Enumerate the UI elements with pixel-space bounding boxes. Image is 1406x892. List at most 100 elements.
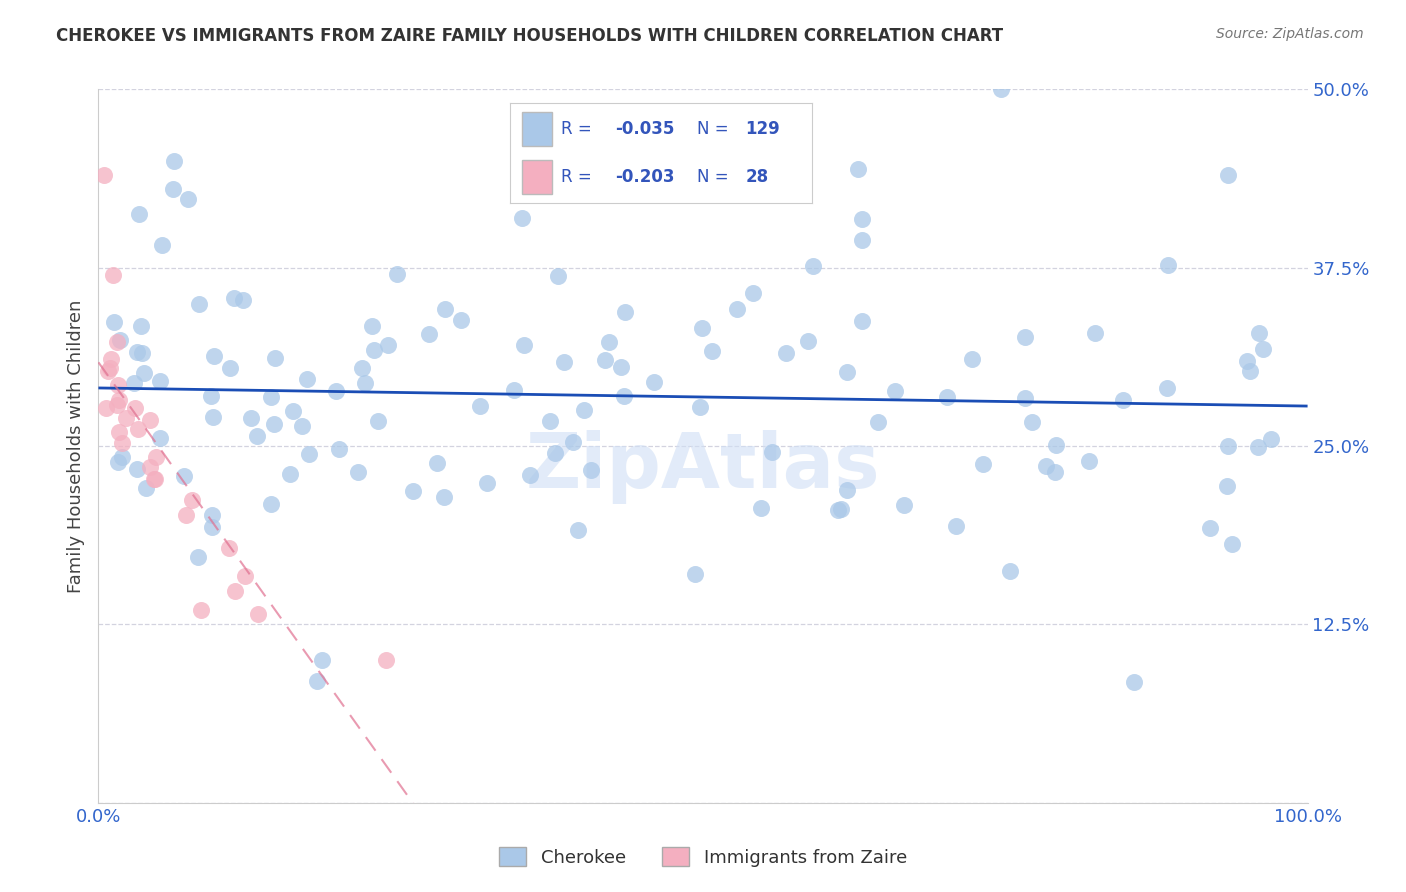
Point [1043,465,1066,479]
Point [263,351,285,365]
Point [224,291,246,305]
Point [305,674,328,689]
Point [797,334,820,348]
Point [503,383,526,397]
Point [936,390,959,404]
Point [202,349,225,363]
Point [581,463,603,477]
Point [105,398,128,412]
Point [1247,440,1270,454]
Point [374,653,396,667]
Text: ZipAtlas: ZipAtlas [526,431,880,504]
Point [180,493,202,508]
Point [246,607,269,621]
Point [1220,536,1243,550]
Point [1035,459,1057,474]
Point [614,305,637,319]
Point [139,413,162,427]
Point [139,459,162,474]
Point [187,549,209,564]
Point [201,519,224,533]
Point [1014,391,1036,405]
Point [260,497,283,511]
Point [200,389,222,403]
Point [434,301,457,316]
Point [129,318,152,333]
Point [593,352,616,367]
Point [107,425,129,439]
Point [325,384,347,398]
Point [972,457,994,471]
Point [433,490,456,504]
Text: CHEROKEE VS IMMIGRANTS FROM ZAIRE FAMILY HOUSEHOLDS WITH CHILDREN CORRELATION CH: CHEROKEE VS IMMIGRANTS FROM ZAIRE FAMILY… [56,27,1004,45]
Point [240,411,263,425]
Point [111,436,134,450]
Point [328,442,350,457]
Point [150,238,173,252]
Point [98,361,121,376]
Point [232,293,254,307]
Point [700,343,723,358]
Point [835,483,858,497]
Point [775,346,797,360]
Point [224,584,246,599]
Point [547,269,569,284]
Point [725,301,748,316]
Point [742,285,765,300]
Point [218,541,240,555]
Point [519,468,541,483]
Point [1218,439,1240,453]
Point [945,519,967,533]
Point [1156,381,1178,395]
Point [110,450,132,465]
Point [94,401,117,416]
Point [835,365,858,379]
Point [107,377,129,392]
Point [291,419,314,434]
Point [143,472,166,486]
Point [418,326,440,341]
Point [149,431,172,445]
Point [177,192,200,206]
Point [124,401,146,416]
Point [122,376,145,391]
Point [107,455,129,469]
Point [100,351,122,366]
Point [598,334,620,349]
Point [1000,564,1022,578]
Point [538,414,561,428]
Legend: Cherokee, Immigrants from Zaire: Cherokee, Immigrants from Zaire [492,840,914,874]
Point [1014,330,1036,344]
Point [360,318,382,333]
Point [610,360,633,375]
Point [851,233,873,247]
Point [866,415,889,429]
Point [690,320,713,334]
Point [749,500,772,515]
Point [1123,675,1146,690]
Point [1236,354,1258,368]
Point [125,462,148,476]
Point [260,390,283,404]
Point [283,403,305,417]
Point [1216,168,1239,182]
Point [450,313,472,327]
Point [263,417,285,432]
Point [387,267,409,281]
Y-axis label: Family Households with Children: Family Households with Children [66,300,84,592]
Point [125,345,148,359]
Point [1215,478,1237,492]
Point [830,502,852,516]
Point [145,450,167,464]
Point [311,653,333,667]
Point [402,483,425,498]
Point [827,503,849,517]
Text: Source: ZipAtlas.com: Source: ZipAtlas.com [1216,27,1364,41]
Point [149,374,172,388]
Point [689,401,711,415]
Point [347,465,370,479]
Point [278,467,301,481]
Point [475,476,498,491]
Point [142,472,165,486]
Point [761,445,783,459]
